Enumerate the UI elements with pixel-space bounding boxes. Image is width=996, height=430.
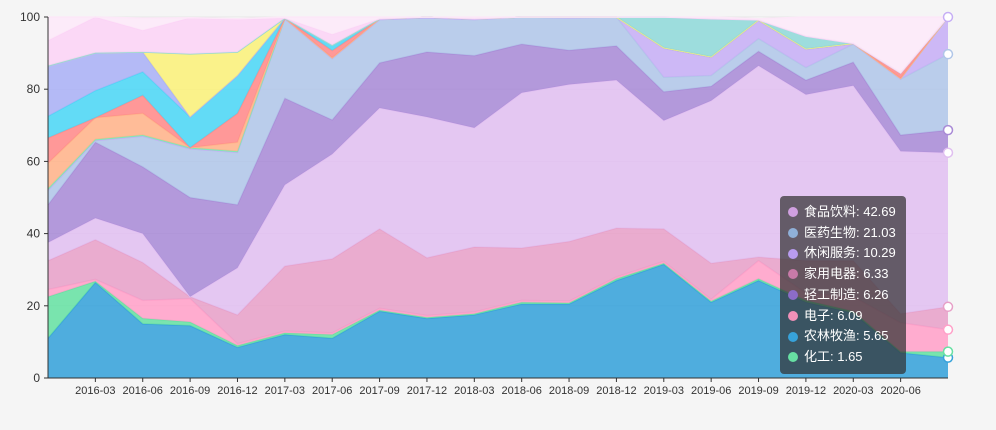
hover-marker-4 [942, 147, 954, 158]
y-tick-label-100: 100 [20, 10, 40, 24]
legend-dot-icon [788, 310, 798, 321]
hover-marker-2 [942, 324, 954, 335]
x-tick-label-2016-03: 2016-03 [75, 385, 115, 397]
legend-dot-icon [788, 290, 798, 301]
hover-marker-7 [942, 11, 954, 23]
legend-dot-icon [788, 269, 798, 280]
legend-dot-icon [788, 207, 798, 218]
hover-marker-6 [942, 48, 954, 60]
x-tick-label-2016-09: 2016-09 [170, 385, 210, 397]
area-series-16 [48, 17, 948, 73]
x-tick-label-2016-06: 2016-06 [123, 385, 163, 397]
hover-marker-5 [942, 124, 954, 136]
tooltip-label: 农林牧渔: 5.65 [804, 328, 889, 344]
tooltip-label: 休闲服务: 10.29 [804, 245, 896, 261]
x-tick-label-2018-12: 2018-12 [596, 385, 636, 397]
y-tick-label-0: 0 [33, 371, 40, 385]
tooltip-label: 化工: 1.65 [804, 348, 863, 364]
tooltip-row: 电子: 6.09 [788, 306, 898, 327]
x-tick-label-2017-03: 2017-03 [265, 385, 305, 397]
x-tick-label-2017-06: 2017-06 [312, 385, 352, 397]
area-series-15 [48, 17, 948, 73]
tooltip-row: 化工: 1.65 [788, 347, 898, 368]
hover-marker-3 [942, 301, 954, 313]
line-series-16 [48, 16, 948, 20]
area-series-6 [48, 17, 948, 205]
tooltip-label: 医药生物: 21.03 [804, 224, 896, 240]
x-tick-label-2019-06: 2019-06 [691, 385, 731, 397]
x-tick-label-2017-12: 2017-12 [407, 385, 447, 397]
y-tick-label-40: 40 [27, 227, 41, 241]
x-tick-label-2019-09: 2019-09 [738, 385, 778, 397]
x-tick-label-2016-12: 2016-12 [217, 385, 257, 397]
chart-tooltip: 食品饮料: 42.69 医药生物: 21.03 休闲服务: 10.29 家用电器: 6… [780, 196, 906, 374]
tooltip-label: 轻工制造: 6.26 [804, 286, 889, 302]
x-tick-label-2020-06: 2020-06 [880, 385, 920, 397]
x-tick-label-2018-03: 2018-03 [454, 385, 494, 397]
area-series-4 [48, 65, 948, 315]
tooltip-label: 家用电器: 6.33 [804, 266, 889, 282]
legend-dot-icon [788, 248, 798, 259]
x-tick-label-2018-06: 2018-06 [501, 385, 541, 397]
tooltip-row: 食品饮料: 42.69 [788, 202, 898, 223]
legend-dot-icon [788, 331, 798, 342]
tooltip-row: 医药生物: 21.03 [788, 223, 898, 244]
tooltip-label: 电子: 6.09 [804, 307, 863, 323]
tooltip-row: 农林牧渔: 5.65 [788, 326, 898, 347]
x-tick-label-2020-03: 2020-03 [833, 385, 873, 397]
area-series-13 [48, 17, 948, 117]
legend-dot-icon [788, 228, 798, 239]
tooltip-row: 轻工制造: 6.26 [788, 285, 898, 306]
area-series-7 [48, 17, 948, 191]
hover-marker-1 [942, 346, 954, 357]
area-series-0 [48, 264, 948, 378]
x-tick-label-2019-03: 2019-03 [644, 385, 684, 397]
legend-dot-icon [788, 352, 798, 363]
area-series-14 [48, 17, 948, 73]
tooltip-row: 休闲服务: 10.29 [788, 243, 898, 264]
y-tick-label-80: 80 [27, 82, 41, 96]
y-tick-label-20: 20 [27, 299, 41, 313]
y-tick-label-60: 60 [27, 154, 41, 168]
x-tick-label-2018-09: 2018-09 [549, 385, 589, 397]
x-tick-label-2017-09: 2017-09 [359, 385, 399, 397]
area-series-5 [48, 44, 948, 297]
x-tick-label-2019-12: 2019-12 [786, 385, 826, 397]
tooltip-label: 食品饮料: 42.69 [804, 204, 896, 219]
tooltip-row: 家用电器: 6.33 [788, 264, 898, 285]
area-series-3 [48, 228, 948, 344]
